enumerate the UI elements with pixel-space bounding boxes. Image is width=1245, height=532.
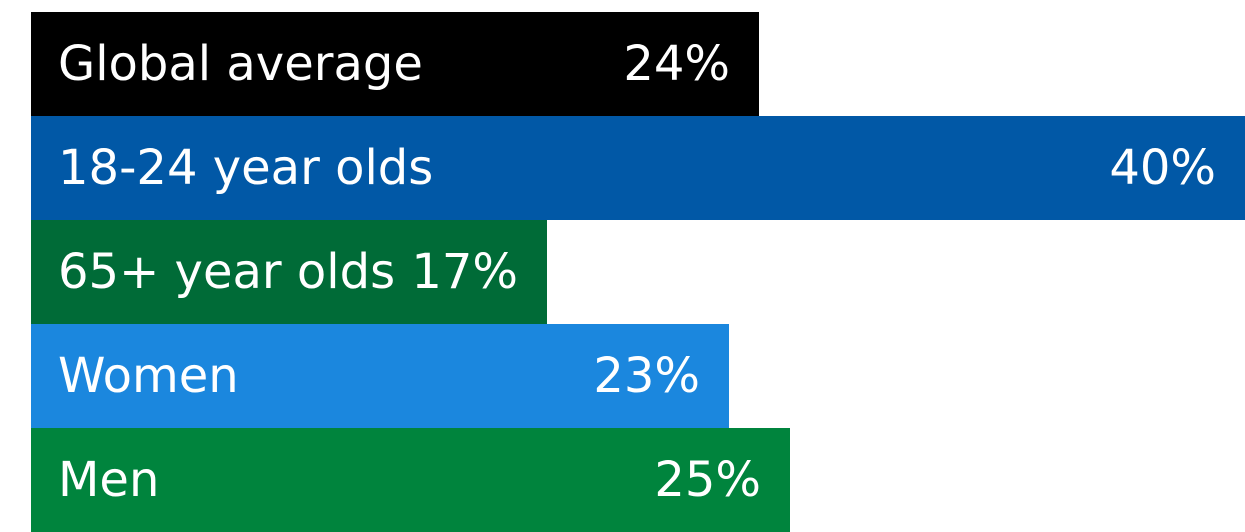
bar-4: Men 25% xyxy=(31,428,790,532)
bar-label-2: 65+ year olds xyxy=(58,244,396,300)
bar-label-4: Men xyxy=(58,452,160,508)
bar-value-0: 24% xyxy=(623,36,730,92)
bar-label-0: Global average xyxy=(58,36,423,92)
bar-value-4: 25% xyxy=(654,452,761,508)
bar-value-3: 23% xyxy=(593,348,700,404)
bar-0: Global average 24% xyxy=(31,12,759,116)
bar-3: Women 23% xyxy=(31,324,729,428)
bar-label-3: Women xyxy=(58,348,239,404)
bar-value-2: 17% xyxy=(411,244,518,300)
bar-1: 18-24 year olds 40% xyxy=(31,116,1245,220)
bar-2: 65+ year olds 17% xyxy=(31,220,547,324)
bar-value-1: 40% xyxy=(1109,140,1216,196)
bar-label-1: 18-24 year olds xyxy=(58,140,434,196)
